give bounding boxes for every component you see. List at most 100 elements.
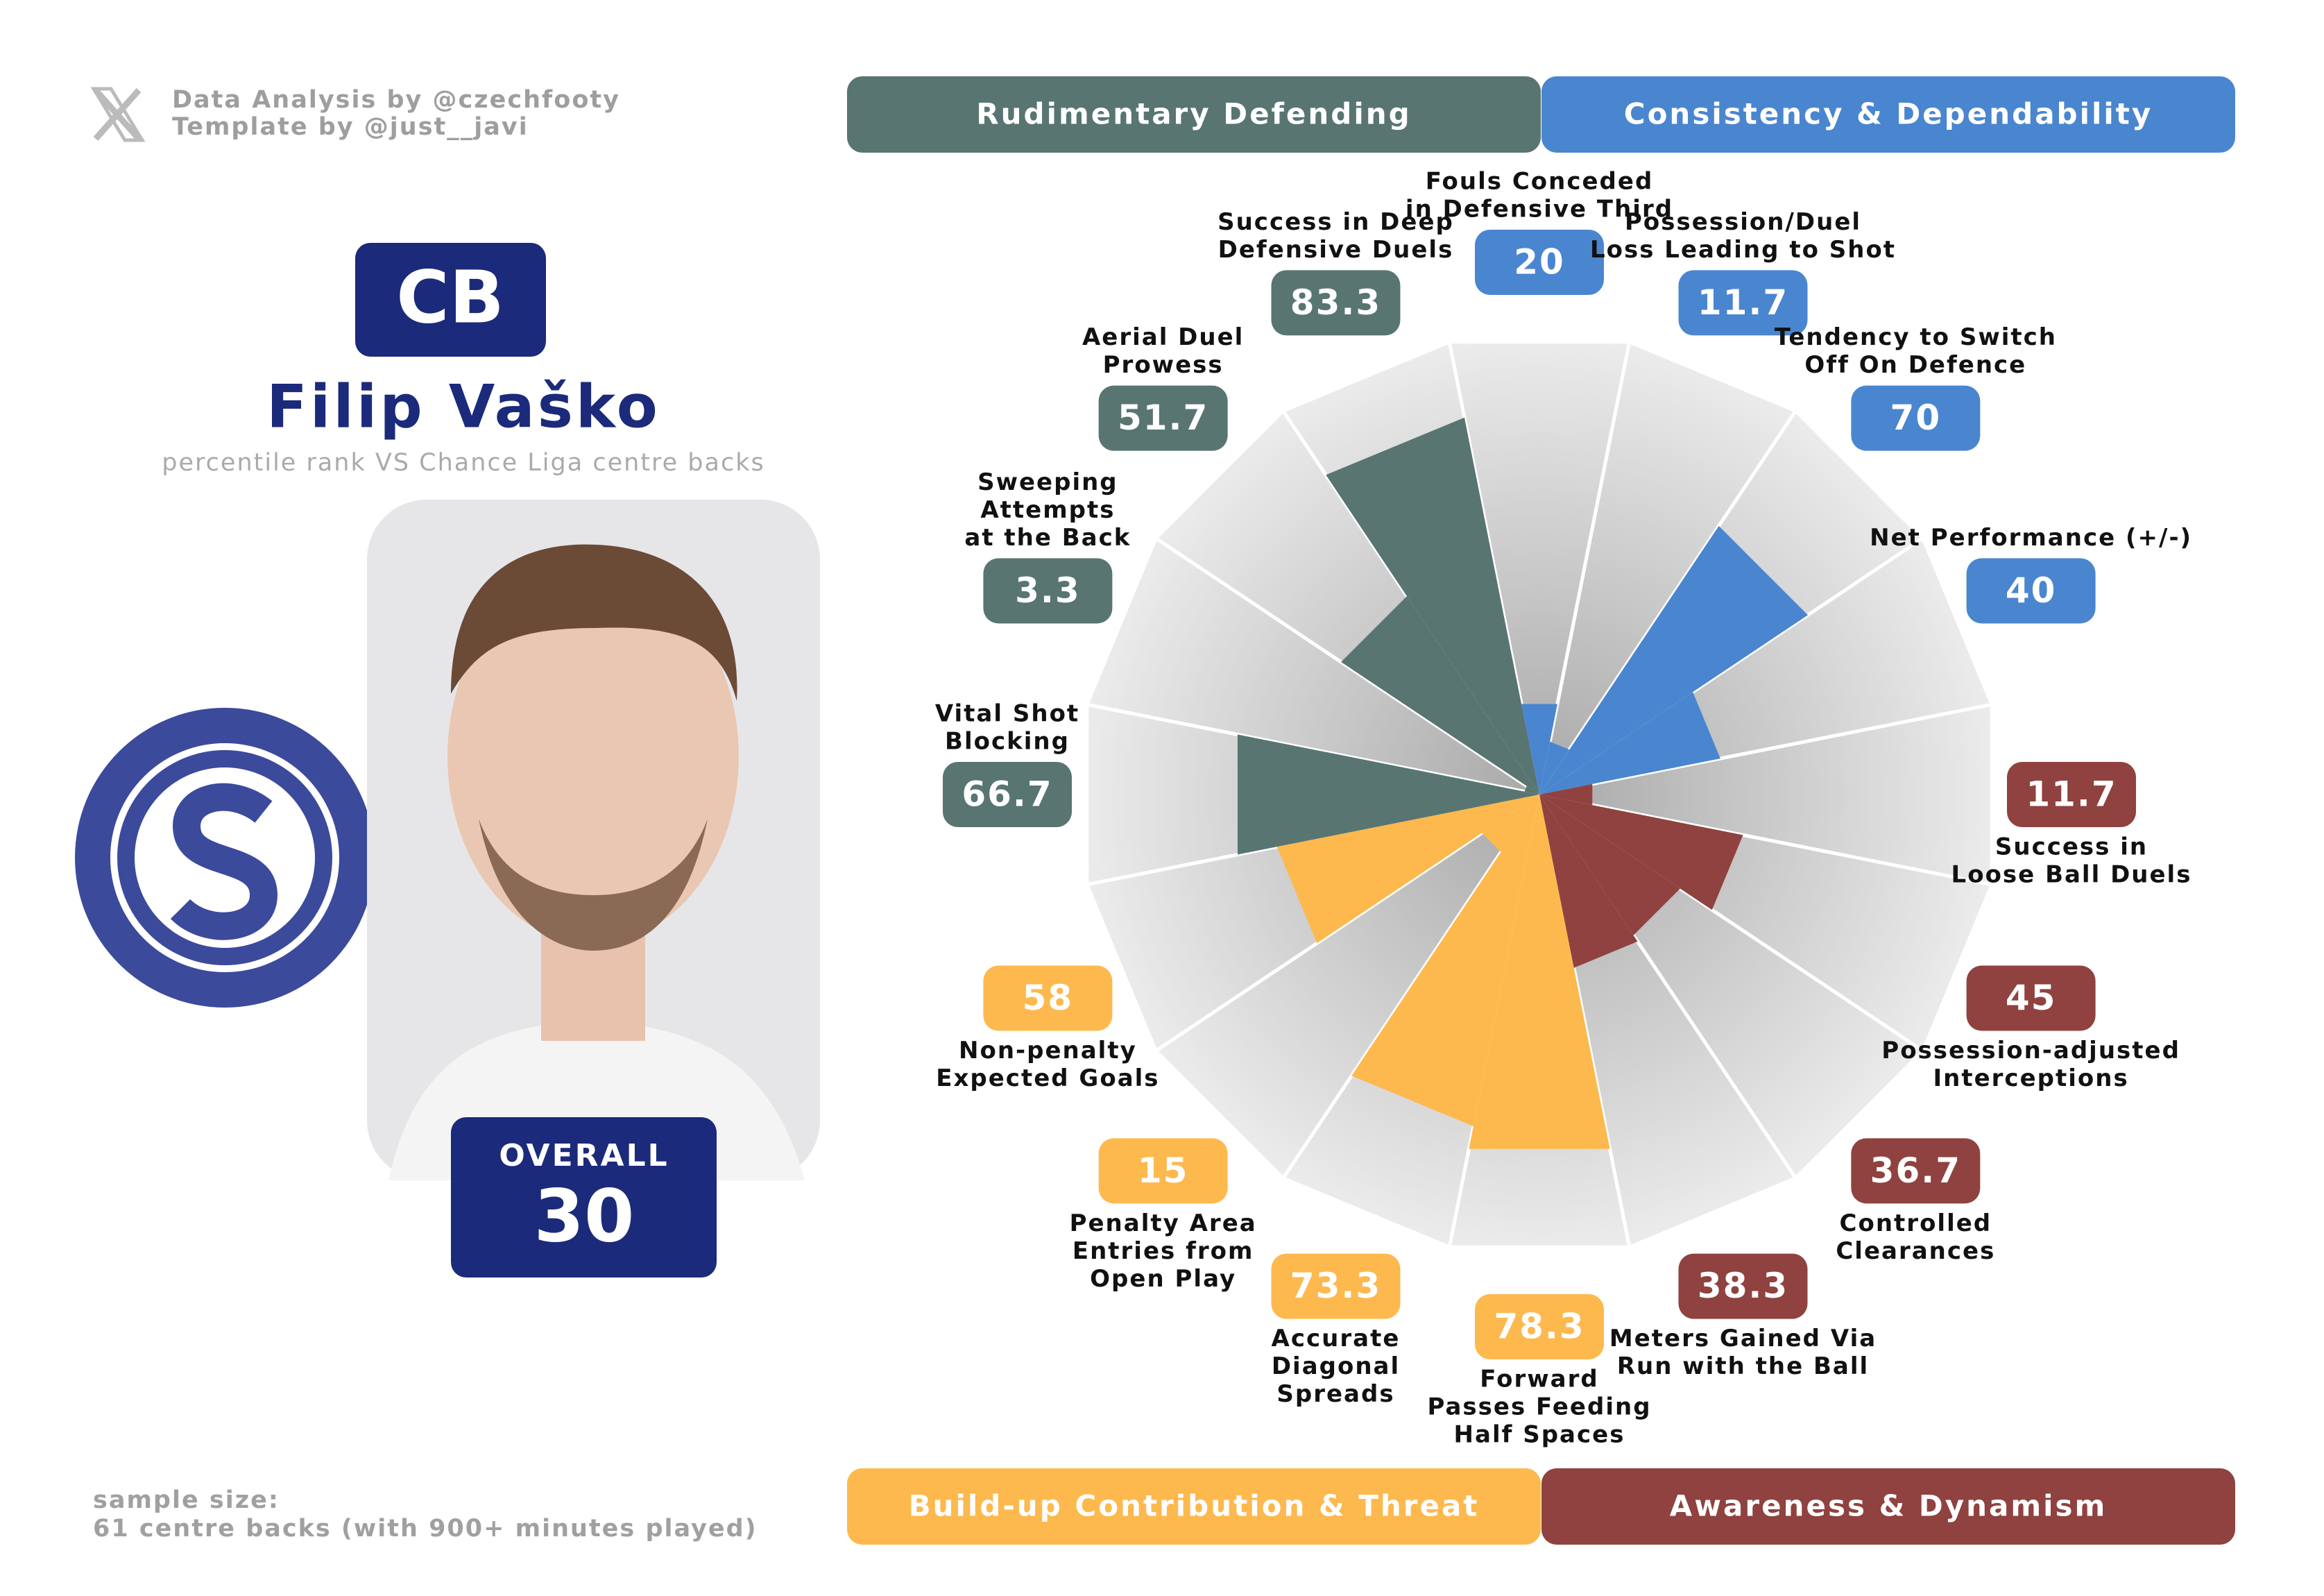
metric-label: Controlled [1840, 1209, 1992, 1237]
value-box [983, 558, 1113, 624]
x-logo [90, 87, 146, 142]
group-title: Consistency & Dependability [1624, 97, 2153, 131]
player-name: Filip Vaško [266, 372, 660, 441]
overall-value: 30 [534, 1173, 635, 1258]
value-box [1475, 230, 1604, 295]
value-box [1271, 1253, 1401, 1319]
value-label: 51.7 [1118, 398, 1208, 438]
slice [1539, 741, 1570, 795]
value-label: 73.3 [1290, 1266, 1381, 1306]
value-box [983, 965, 1113, 1031]
value-label: 78.3 [1494, 1307, 1584, 1347]
value-label: 3.3 [1015, 570, 1081, 611]
metric-label: Forward [1480, 1366, 1598, 1393]
metric-label: Net Performance (+/-) [1870, 524, 2192, 552]
position-badge [355, 243, 546, 357]
value-box [1098, 1138, 1228, 1204]
value-label: 40 [2006, 570, 2057, 611]
metric-label: Success in [1995, 833, 2148, 861]
group-title: Awareness & Dynamism [1670, 1489, 2108, 1523]
metric-label: Open Play [1090, 1265, 1236, 1293]
metric-label: at the Back [964, 524, 1131, 552]
metric-label: Success in Deep [1217, 208, 1454, 236]
credit: Template by @just__javi [172, 113, 529, 141]
slice [1351, 795, 1539, 1127]
group-header [1541, 1468, 2235, 1545]
value-label: 70 [1890, 398, 1942, 438]
metric-label: Passes Feeding [1427, 1393, 1651, 1421]
slice [1482, 795, 1539, 852]
metric-label: Fouls Conceded [1426, 168, 1654, 196]
value-box [1966, 558, 2096, 624]
metric-label: Blocking [945, 728, 1070, 756]
metric-label: in Defensive Third [1405, 196, 1673, 223]
metric-label: Half Spaces [1454, 1421, 1625, 1449]
metric-label: Vital Shot [935, 700, 1079, 728]
slice [1469, 795, 1610, 1149]
value-box [1475, 1294, 1604, 1359]
pizza-chart: Consistency & Dependability 20 Fouls Conce… [847, 76, 2235, 1545]
value-box [1966, 965, 2096, 1031]
value-label: 66.7 [962, 774, 1052, 815]
metric-label: Defensive Duels [1218, 236, 1454, 264]
value-label: 15 [1138, 1151, 1189, 1191]
value-label: 83.3 [1290, 282, 1381, 323]
slice [1341, 596, 1539, 795]
metric-label: Tendency to Switch [1775, 323, 2057, 351]
metric-label: Accurate [1272, 1325, 1401, 1352]
value-label: 58 [1023, 978, 1074, 1018]
slice [1539, 795, 1680, 935]
metric-label: Off On Defence [1804, 351, 2026, 379]
group-title: Build-up Contribution & Threat [909, 1489, 1480, 1523]
slice [1539, 525, 1809, 795]
footer-note: sample size: [93, 1486, 280, 1514]
value-box [1851, 385, 1981, 451]
metric-label: Loss Leading to Shot [1590, 236, 1896, 264]
credit: Data Analysis by @czechfooty [172, 86, 620, 114]
metric-label: Spreads [1276, 1380, 1394, 1408]
value-box [2007, 762, 2136, 827]
metric-label: Non-penalty [959, 1037, 1137, 1064]
value-box [1678, 270, 1808, 336]
overall-label: OVERALL [499, 1138, 669, 1173]
value-label: 38.3 [1698, 1266, 1788, 1306]
metric-label: Possession-adjusted [1881, 1037, 2180, 1064]
value-box [1271, 270, 1401, 336]
value-box [1851, 1138, 1981, 1204]
value-label: 11.7 [2026, 774, 2117, 815]
slice [1539, 692, 1720, 795]
value-box [943, 762, 1072, 827]
group-header [1541, 76, 2235, 153]
value-label: 11.7 [1698, 282, 1788, 323]
metric-label: Interceptions [1933, 1064, 2129, 1092]
metric-label: Possession/Duel [1625, 208, 1861, 236]
value-box [1678, 1253, 1808, 1319]
slice [1539, 795, 1743, 910]
footer-note: 61 centre backs (with 900+ minutes playe… [93, 1515, 758, 1543]
metric-label: Meters Gained Via [1609, 1325, 1877, 1352]
slice [1276, 795, 1539, 944]
group-header [847, 76, 1541, 153]
slice [1521, 704, 1557, 795]
metric-label: Penalty Area [1070, 1209, 1257, 1237]
group-title: Rudimentary Defending [976, 97, 1411, 131]
value-label: 36.7 [1870, 1151, 1961, 1191]
slice [1539, 783, 1593, 806]
slice [1237, 734, 1539, 855]
metric-label: Loose Ball Duels [1951, 861, 2192, 889]
slice [1539, 795, 1638, 968]
metric-label: Entries from [1073, 1237, 1254, 1265]
metric-label: Clearances [1836, 1237, 1995, 1265]
metric-label: Diagonal [1272, 1352, 1400, 1380]
value-label: 20 [1514, 242, 1565, 282]
group-header [847, 1468, 1541, 1545]
overall-badge [451, 1117, 717, 1277]
subtitle: percentile rank VS Chance Liga centre ba… [162, 449, 764, 477]
metric-label: Sweeping [977, 468, 1118, 496]
slice [1524, 786, 1539, 795]
slice [1326, 417, 1539, 795]
position: CB [396, 255, 504, 339]
metric-label: Aerial Duel [1082, 323, 1244, 351]
metric-label: Expected Goals [936, 1064, 1159, 1092]
